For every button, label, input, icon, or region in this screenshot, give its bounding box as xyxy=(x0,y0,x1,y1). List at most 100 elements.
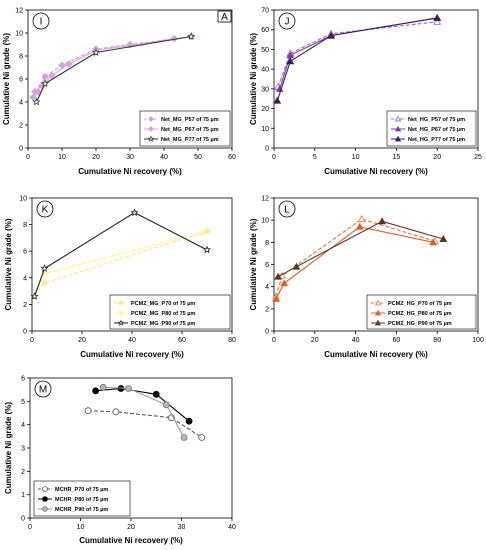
y-tick-label: 0 xyxy=(21,516,25,523)
legend-marker xyxy=(148,116,154,122)
y-tick-label: 6 xyxy=(265,262,269,269)
y-tick-label: 2 xyxy=(23,302,27,309)
data-point xyxy=(112,408,120,416)
x-tick-label: 30 xyxy=(178,524,186,531)
data-point xyxy=(40,278,49,287)
series-line xyxy=(32,35,192,98)
y-tick-label: 2 xyxy=(265,306,269,313)
data-point xyxy=(29,93,37,102)
y-tick-label: 0 xyxy=(19,146,23,153)
panel-label-circle xyxy=(278,12,296,30)
data-point xyxy=(272,294,280,302)
legend-marker xyxy=(42,496,48,502)
legend: PCMZ_MG_P70 of 75 µm PCMZ_MG_P80 of 75 µm… xyxy=(109,294,231,330)
y-tick-label: 5 xyxy=(21,399,25,406)
data-point xyxy=(198,434,206,441)
panel-label-circle xyxy=(36,200,54,218)
legend-marker xyxy=(394,115,402,122)
legend-entry: Net_HG_P67 of 75 µm xyxy=(408,127,465,133)
legend-entry: MCHR_P70 of 75 µm xyxy=(55,487,108,493)
data-point xyxy=(433,17,442,25)
y-tick-label: 8 xyxy=(265,240,269,247)
x-tick-label: 30 xyxy=(126,154,134,161)
x-tick-label: 20 xyxy=(127,524,135,531)
x-axis-title: Cumulative Ni recovery (%) xyxy=(324,350,428,359)
panel-label-circle xyxy=(34,380,52,398)
series-2 xyxy=(275,13,442,92)
series-3 xyxy=(274,217,448,280)
chart-panel-m: 0 10 20 30 40 0 1 2 3 4 5 6 Cumulative Ni recovery (… xyxy=(4,376,236,546)
y-tick-label: 0 xyxy=(23,329,27,336)
y-axis-title: Cumulative Ni grade (%) xyxy=(249,33,258,125)
x-tick-label: 60 xyxy=(178,337,186,344)
x-tick-label: 10 xyxy=(352,154,360,161)
data-point xyxy=(378,217,386,225)
panel-label-circle xyxy=(278,200,296,218)
legend-entry: PCMZ_HG_P80 of 75 µm xyxy=(388,311,452,317)
x-tick-label: 0 xyxy=(26,154,30,161)
y-axis-title: Cumulative Ni grade (%) xyxy=(4,402,13,494)
x-tick-label: 100 xyxy=(472,337,484,344)
x-tick-label: 0 xyxy=(28,524,32,531)
data-point xyxy=(357,215,366,223)
legend-marker xyxy=(42,506,48,512)
x-axis-title: Cumulative Ni recovery (%) xyxy=(78,167,182,176)
y-tick-label: 50 xyxy=(261,47,269,54)
legend-entry: PCMZ_HG_P70 of 75 µm xyxy=(388,301,452,307)
series-line xyxy=(95,387,190,422)
series-1 xyxy=(29,32,195,102)
panel-label: L xyxy=(284,205,290,216)
legend-box xyxy=(366,294,477,330)
data-point xyxy=(162,401,170,409)
y-tick-label: 6 xyxy=(21,376,25,383)
legend-entry: Net_MG_P77 of 75 µm xyxy=(161,137,219,143)
series-2 xyxy=(272,222,437,302)
legend-marker xyxy=(394,135,402,142)
data-point xyxy=(180,434,188,441)
y-tick-label: 10 xyxy=(19,196,27,203)
x-tick-label: 10 xyxy=(77,524,85,531)
y-tick-label: 20 xyxy=(261,106,269,113)
y-tick-label: 4 xyxy=(19,100,23,107)
legend-marker xyxy=(147,135,155,142)
series-3 xyxy=(32,32,196,106)
series-line xyxy=(33,211,208,297)
y-tick-label: 0 xyxy=(265,146,269,153)
series-line xyxy=(34,35,192,93)
panel-label: J xyxy=(285,17,290,28)
y-tick-label: 30 xyxy=(261,86,269,93)
y-tick-label: 12 xyxy=(261,196,269,203)
data-point xyxy=(429,238,437,246)
data-point xyxy=(40,79,50,88)
data-point xyxy=(273,96,282,104)
y-tick-label: 10 xyxy=(261,218,269,225)
x-tick-label: 0 xyxy=(272,154,276,161)
y-tick-label: 40 xyxy=(261,67,269,74)
x-tick-label: 40 xyxy=(128,337,136,344)
legend-entry: MCHR_P80 of 75 µm xyxy=(55,497,108,503)
y-tick-label: 6 xyxy=(19,77,23,84)
data-point xyxy=(286,57,295,65)
panel-label: I xyxy=(40,17,43,28)
y-axis-title: Cumulative Ni grade (%) xyxy=(249,218,258,310)
data-point xyxy=(327,31,335,39)
data-point xyxy=(99,383,107,391)
series-2 xyxy=(92,385,193,425)
data-point xyxy=(32,97,41,106)
y-tick-label: 1 xyxy=(21,492,25,499)
panel-label: K xyxy=(42,205,49,216)
y-tick-label: 0 xyxy=(265,329,269,336)
y-axis-title: Cumulative Ni grade (%) xyxy=(2,33,11,125)
y-tick-label: 12 xyxy=(15,8,23,15)
legend-entry: PCMZ_MG_P90 of 75 µm xyxy=(131,321,195,327)
x-tick-label: 60 xyxy=(228,154,236,161)
data-point xyxy=(40,264,49,272)
x-tick-label: 20 xyxy=(311,337,319,344)
y-tick-label: 2 xyxy=(21,469,25,476)
legend-entry: Net_HG_P57 of 75 µm xyxy=(408,117,465,123)
legend-marker xyxy=(148,126,154,132)
data-point xyxy=(31,87,39,96)
data-point xyxy=(30,292,39,300)
y-axis-title: Cumulative Ni grade (%) xyxy=(4,218,13,310)
